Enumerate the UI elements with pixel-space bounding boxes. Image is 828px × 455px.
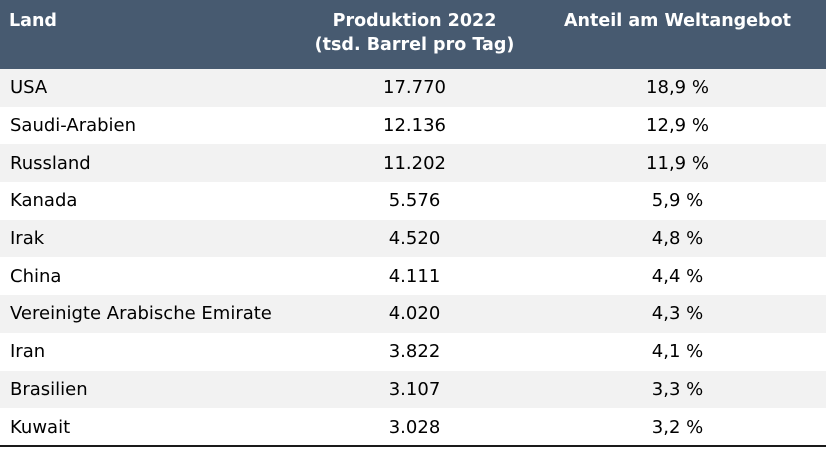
cell-production: 4.111 [388, 265, 441, 287]
cell-production: 5.576 [388, 190, 441, 212]
column-header-share-label: Anteil am Weltangebot [564, 11, 791, 31]
table-row: Russland 11.202 11,9 % [0, 144, 826, 183]
cell-production: 3.028 [388, 416, 441, 438]
table-row: China 4.111 4,4 % [0, 257, 826, 296]
cell-production: 3.107 [388, 378, 441, 400]
cell-production: 3.822 [388, 341, 441, 363]
column-header-country-label: Land [9, 11, 57, 31]
cell-production: 4.020 [388, 303, 441, 325]
oil-production-table: Land Produktion 2022 (tsd. Barrel pro Ta… [0, 0, 826, 446]
cell-production: 11.202 [383, 152, 446, 174]
cell-country: Iran [10, 341, 46, 363]
cell-country: Irak [10, 228, 45, 250]
cell-share: 18,9 % [646, 77, 709, 99]
cell-share: 11,9 % [646, 152, 709, 174]
table-body: USA 17.770 18,9 % Saudi-Arabien 12.136 12,9 %… [0, 69, 826, 446]
cell-share: 3,2 % [651, 416, 704, 438]
cell-country: Kuwait [10, 416, 71, 438]
cell-country: Kanada [10, 190, 78, 212]
cell-country: Saudi-Arabien [10, 115, 137, 137]
table-row: Brasilien 3.107 3,3 % [0, 370, 826, 409]
header-row: Land Produktion 2022 (tsd. Barrel pro Ta… [0, 0, 826, 69]
cell-country: Brasilien [10, 378, 88, 400]
cell-country: USA [10, 77, 48, 99]
table-header: Land Produktion 2022 (tsd. Barrel pro Ta… [0, 0, 826, 69]
cell-country: Vereinigte Arabische Emirate [10, 303, 272, 325]
cell-country: China [10, 265, 62, 287]
table-row: Iran 3.822 4,1 % [0, 332, 826, 371]
cell-share: 4,1 % [651, 341, 704, 363]
table-row: Kanada 5.576 5,9 % [0, 182, 826, 220]
column-header-country: Land [0, 0, 300, 69]
column-header-production-unit: (tsd. Barrel pro Tag) [314, 35, 515, 55]
table-row: Kuwait 3.028 3,2 % [0, 408, 826, 446]
cell-share: 4,4 % [651, 265, 704, 287]
column-header-production: Produktion 2022 (tsd. Barrel pro Tag) [300, 0, 529, 69]
cell-share: 4,8 % [651, 228, 704, 250]
table-bottom-rule [0, 445, 826, 447]
cell-production: 17.770 [383, 77, 446, 99]
table-row: Saudi-Arabien 12.136 12,9 % [0, 106, 826, 145]
cell-share: 5,9 % [651, 190, 704, 212]
cell-production: 4.520 [388, 228, 441, 250]
cell-share: 4,3 % [651, 303, 704, 325]
cell-production: 12.136 [383, 115, 446, 137]
table-row: Irak 4.520 4,8 % [0, 219, 826, 258]
cell-share: 3,3 % [651, 378, 704, 400]
cell-share: 12,9 % [646, 115, 709, 137]
column-header-share: Anteil am Weltangebot [529, 0, 826, 69]
cell-country: Russland [10, 152, 91, 174]
column-header-production-label: Produktion 2022 [332, 11, 497, 31]
table-row: Vereinigte Arabische Emirate 4.020 4,3 % [0, 295, 826, 333]
table-row: USA 17.770 18,9 % [0, 69, 826, 107]
